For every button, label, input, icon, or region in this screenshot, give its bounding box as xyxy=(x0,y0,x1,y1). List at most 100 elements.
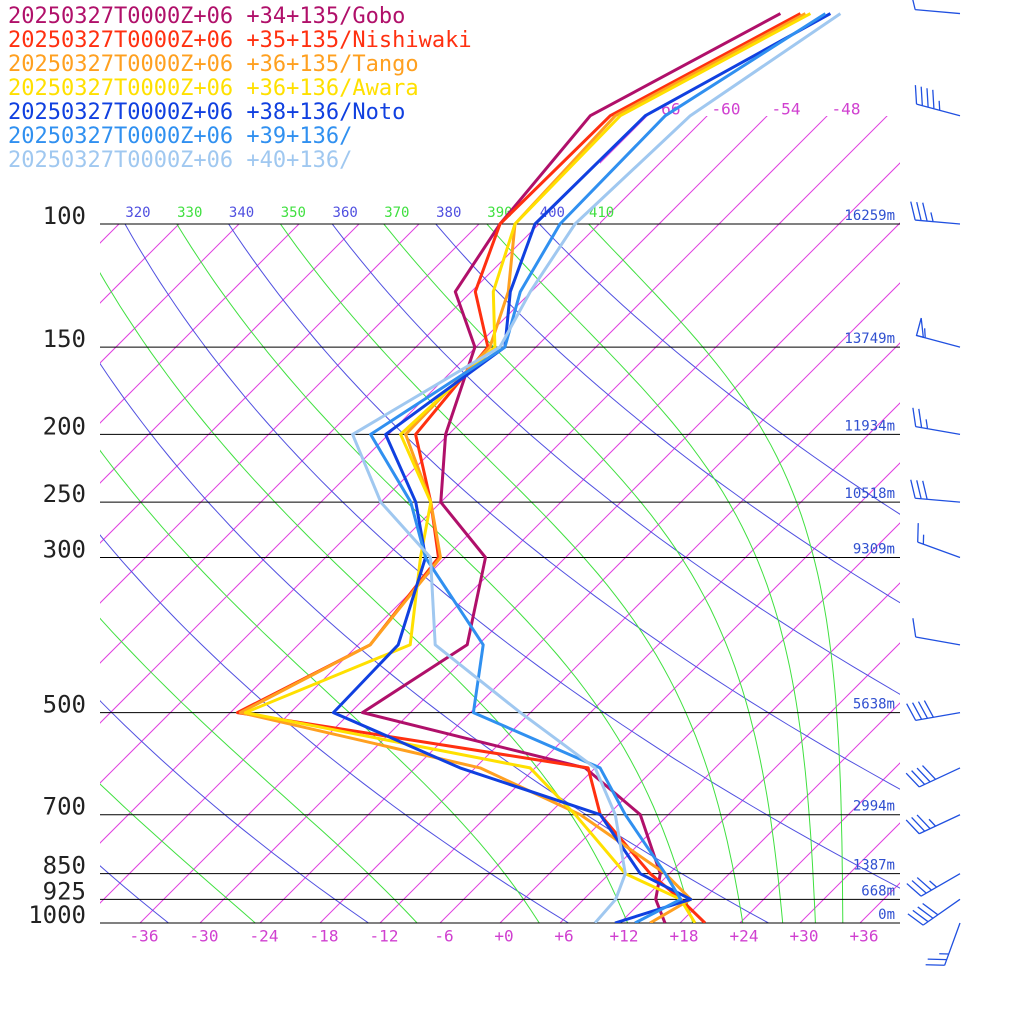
pressure-label: 100 xyxy=(43,202,86,230)
pressure-label: 500 xyxy=(43,691,86,719)
pressure-label: 850 xyxy=(43,852,86,880)
dry-adiabat-label: 380 xyxy=(436,205,461,221)
sounding-line xyxy=(243,12,812,923)
legend-entry: 20250327T0000Z+06 +34+135/Gobo xyxy=(8,4,405,29)
height-label: 10518m xyxy=(844,486,895,502)
temperature-label: +12 xyxy=(610,927,639,946)
temperature-label: +18 xyxy=(670,927,699,946)
isotherm xyxy=(799,116,900,923)
dry-adiabat-label: 360 xyxy=(333,205,358,221)
pressure-label: 200 xyxy=(43,412,86,440)
upper-temperature-label: -54 xyxy=(772,100,801,119)
upper-temperature-label: -66 xyxy=(652,100,681,119)
wind-barb xyxy=(917,523,961,559)
barb-staff xyxy=(912,618,961,646)
dry-adiabat-label: 400 xyxy=(540,205,565,221)
height-label: 16259m xyxy=(844,208,895,224)
dry-adiabat xyxy=(124,224,900,889)
dry-adiabat xyxy=(331,224,900,695)
barb-staff xyxy=(917,523,961,559)
moist-adiabat-label: 410 xyxy=(589,205,614,221)
wind-barbs xyxy=(905,0,961,966)
legend-entry: 20250327T0000Z+06 +36+135/Tango xyxy=(8,52,419,77)
wind-barb xyxy=(912,0,961,15)
moist-adiabat-label: 370 xyxy=(384,205,409,221)
moist-adiabat xyxy=(486,224,816,923)
barb-staff xyxy=(925,922,961,966)
dry-adiabat xyxy=(539,224,900,515)
pressure-label: 700 xyxy=(43,793,86,821)
barb-staff xyxy=(906,700,961,722)
moist-adiabat xyxy=(100,449,540,923)
sounding-line xyxy=(360,12,782,923)
isotherm xyxy=(619,116,900,923)
isotherm xyxy=(100,116,900,923)
moist-adiabat xyxy=(176,224,694,923)
wind-barb xyxy=(910,479,961,503)
dry-adiabat xyxy=(228,224,900,790)
legend-entry: 20250327T0000Z+06 +38+136/Noto xyxy=(8,100,405,125)
wind-barb xyxy=(907,898,961,926)
wind-barb xyxy=(915,317,961,348)
barb-staff xyxy=(907,898,961,926)
sounding-line xyxy=(351,12,842,923)
wind-barb xyxy=(905,814,961,835)
isotherm xyxy=(199,116,900,923)
wind-barb xyxy=(912,407,961,436)
temperature-label: +0 xyxy=(494,927,513,946)
temperature-label: +36 xyxy=(850,927,879,946)
isotherm xyxy=(100,116,544,923)
isotherm xyxy=(100,116,724,923)
dry-adiabat-label: 340 xyxy=(229,205,254,221)
height-label: 1387m xyxy=(853,858,895,874)
isotherm xyxy=(100,116,364,923)
height-label: 9309m xyxy=(853,542,895,558)
moist-adiabat xyxy=(588,224,844,923)
legend-entry: 20250327T0000Z+06 +39+136/ xyxy=(8,124,352,149)
dry-adiabat xyxy=(100,534,569,923)
barb-staff xyxy=(905,765,961,788)
moist-adiabat xyxy=(100,617,418,923)
barb-flag xyxy=(915,317,925,339)
isotherm xyxy=(319,116,900,923)
isotherm xyxy=(379,116,900,923)
isotherm xyxy=(100,116,664,923)
height-label: 2994m xyxy=(853,799,895,815)
pressure-label: 250 xyxy=(43,480,86,508)
temperature-label: +30 xyxy=(790,927,819,946)
height-label: 668m xyxy=(861,883,895,899)
temperature-label: -6 xyxy=(434,927,453,946)
legend: 20250327T0000Z+06 +34+135/Gobo 20250327T0… xyxy=(8,4,472,173)
soundings xyxy=(235,12,842,923)
legend-entry: 20250327T0000Z+06 +36+136/Awara xyxy=(8,76,419,101)
height-label: 13749m xyxy=(844,331,895,347)
barb-staff xyxy=(905,814,961,835)
isotherm xyxy=(439,116,900,923)
barb-staff xyxy=(912,0,961,15)
height-label: 0m xyxy=(878,907,895,923)
isotherm xyxy=(100,116,184,923)
pressure-label: 1000 xyxy=(28,901,86,929)
legend-entry: 20250327T0000Z+06 +40+136/ xyxy=(8,148,352,173)
barb-staff xyxy=(910,479,961,503)
temperature-label: -30 xyxy=(190,927,219,946)
wind-barb xyxy=(905,765,961,788)
wind-barb xyxy=(925,922,961,966)
isotherm xyxy=(139,116,900,923)
isotherm xyxy=(259,116,900,923)
isotherm xyxy=(100,116,244,923)
isotherm xyxy=(100,116,784,923)
moist-adiabat-label: 350 xyxy=(281,205,306,221)
temperature-label: +6 xyxy=(554,927,573,946)
sounding-line xyxy=(238,12,807,923)
isotherm xyxy=(100,116,604,923)
upper-temperature-label: -60 xyxy=(712,100,741,119)
moist-adiabat xyxy=(279,224,744,923)
moist-adiabat-label: 330 xyxy=(177,205,202,221)
pressure-label: 300 xyxy=(43,536,86,564)
height-label: 11934m xyxy=(844,418,895,434)
dry-adiabat xyxy=(435,224,900,604)
isotherm xyxy=(100,116,484,923)
